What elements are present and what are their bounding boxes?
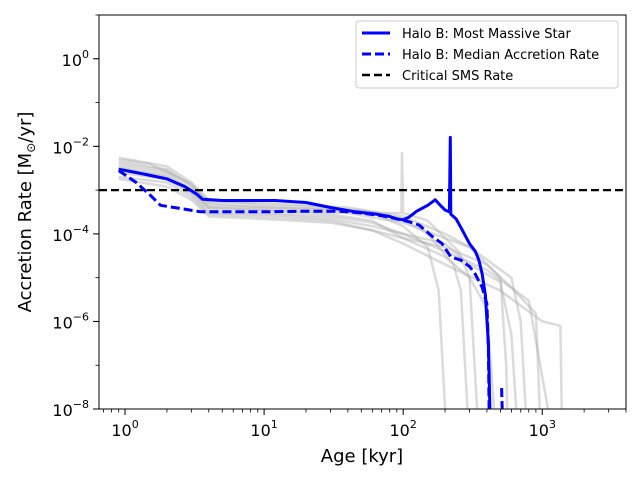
y-axis-label: Accretion Rate [M⊙/yr]	[15, 112, 38, 313]
x-axis-label: Age [kyr]	[321, 446, 403, 467]
x-tick-label: 101	[250, 418, 277, 440]
x-tick-label: 102	[390, 418, 417, 440]
y-tick-label: 10−2	[52, 135, 89, 157]
plot-border	[98, 14, 627, 410]
y-axis-label-sun: ⊙	[24, 143, 38, 153]
most-massive-star-line	[118, 135, 492, 409]
background-star-track	[118, 171, 550, 409]
y-axis-label-end: /yr]	[15, 112, 36, 143]
y-tick-label: 10−6	[52, 310, 89, 332]
y-tick-label: 10−4	[52, 223, 89, 245]
background-star-track	[118, 151, 479, 409]
legend-label-median: Halo B: Median Accretion Rate	[402, 48, 599, 63]
y-tick-label: 100	[62, 48, 89, 70]
x-tick-label: 100	[111, 418, 138, 440]
legend-label-most-massive: Halo B: Most Massive Star	[402, 27, 572, 42]
background-star-track	[118, 158, 469, 409]
x-tick-label: 103	[529, 418, 556, 440]
y-tick-label: 10−8	[52, 398, 89, 420]
legend-box	[355, 20, 619, 89]
background-star-track	[118, 175, 563, 409]
legend: Halo B: Most Massive Star Halo B: Median…	[355, 20, 619, 89]
background-star-track	[118, 177, 542, 409]
background-star-track	[118, 160, 509, 409]
y-axis-label-main: Accretion Rate [M	[15, 153, 36, 313]
legend-label-critical: Critical SMS Rate	[402, 69, 513, 84]
median-accretion-rate-line-extra	[500, 388, 504, 409]
